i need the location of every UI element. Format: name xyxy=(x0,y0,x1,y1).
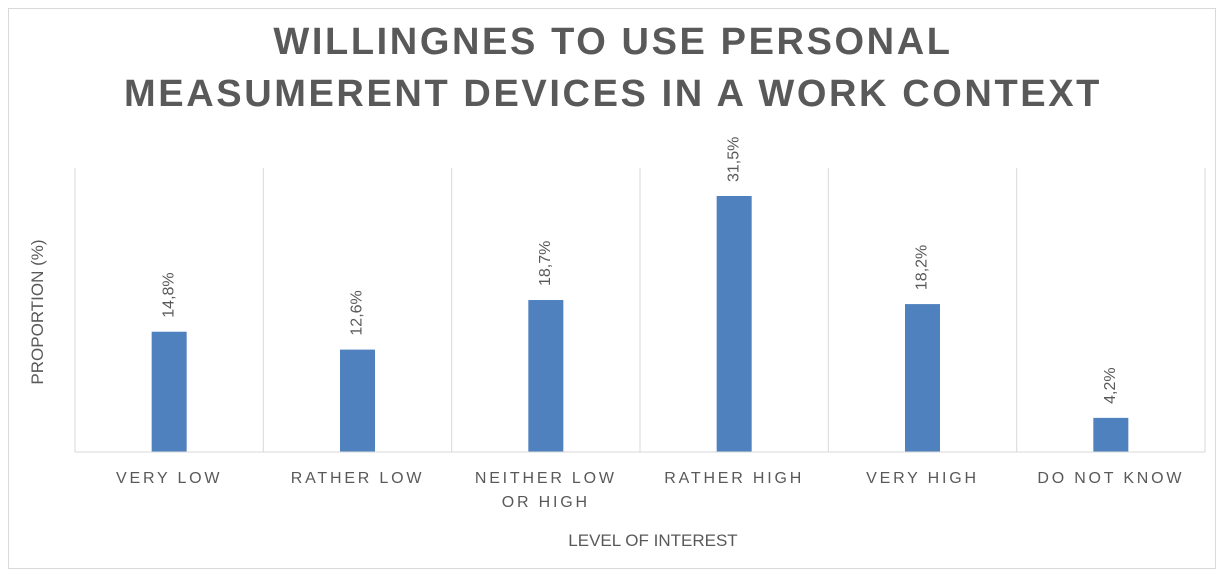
x-tick-label: RATHER HIGH xyxy=(664,470,805,487)
x-tick-label: VERY HIGH xyxy=(866,470,979,487)
gridlines xyxy=(74,168,1206,452)
data-label: 4,2% xyxy=(1102,367,1119,403)
data-labels: 14,8% 12,6% 18,7% 31,5% 18,2% 4,2% xyxy=(160,137,1119,404)
chart-frame xyxy=(8,8,1216,569)
bar xyxy=(528,300,564,452)
x-tick-label: DO NOT KNOW xyxy=(1037,470,1185,487)
bar xyxy=(151,331,187,452)
data-label: 18,2% xyxy=(914,245,931,290)
bar xyxy=(716,196,752,452)
x-tick-label: RATHER LOW xyxy=(290,470,425,487)
bar xyxy=(1093,417,1129,452)
x-tick-label: NEITHER LOW OR HIGH xyxy=(474,470,617,511)
bars xyxy=(151,196,1129,452)
bar xyxy=(905,304,940,452)
data-label: 31,5% xyxy=(725,137,742,182)
data-label: 14,8% xyxy=(160,272,177,317)
x-axis-title: LEVEL OF INTEREST xyxy=(568,531,738,550)
bar xyxy=(340,349,375,452)
chart-title: WILLINGNES TO USE PERSONAL MEASUMERENT D… xyxy=(124,21,1102,115)
data-label: 12,6% xyxy=(349,290,366,335)
data-label: 18,7% xyxy=(537,241,554,286)
x-tick-label: VERY LOW xyxy=(116,470,223,487)
y-axis-title: PROPORTION (%) xyxy=(28,239,47,385)
